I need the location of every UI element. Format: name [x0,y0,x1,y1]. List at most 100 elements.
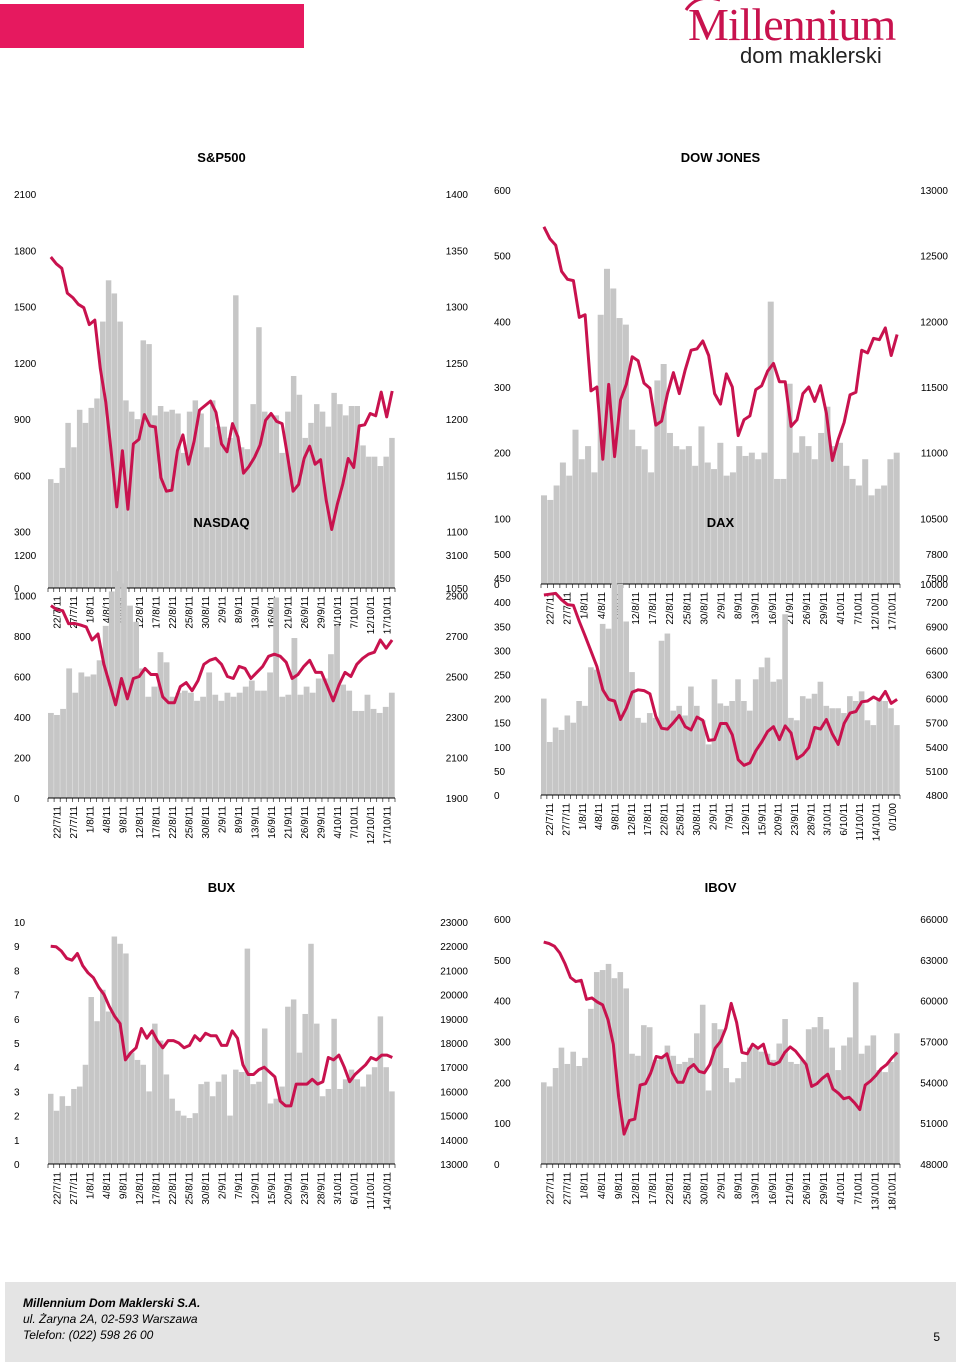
right-tick-label: 20000 [440,991,468,1002]
left-tick-label: 600 [14,673,31,684]
x-tick-label: 9/8/11 [118,806,129,833]
x-tick-label: 17/8/11 [151,1172,162,1205]
bar [876,698,883,795]
chart-title: IBOV [705,880,737,895]
x-tick-label: 26/9/11 [300,596,311,629]
chart-title: S&P500 [197,150,245,165]
bar [157,1040,164,1164]
x-tick-label: 22/7/11 [52,596,63,629]
dowjones-chart: DOW JONES 0 100 200 300 400 500 600 10000 10500 11… [480,150,960,644]
bar [559,462,566,584]
left-tick-label: 300 [494,646,511,657]
bar [198,1084,204,1164]
bar [843,465,850,584]
bar [699,1004,706,1164]
bar [605,628,612,795]
bar [163,1074,170,1164]
bar [267,1103,274,1164]
left-tick-label: 300 [494,1038,511,1049]
bar [273,597,280,798]
logo-swoosh-icon [684,0,720,11]
bar [334,625,340,798]
bar [670,1055,677,1164]
right-tick-label: 1100 [446,528,468,539]
x-tick-label: 12/8/11 [631,592,642,625]
bar [676,705,682,795]
bar [133,621,140,798]
bar [309,692,316,798]
bar [770,1059,777,1164]
right-tick-label: 2500 [446,673,469,684]
bar [188,692,194,798]
bar [100,321,106,588]
bar [770,681,777,795]
bar [215,426,222,588]
bar [146,344,152,588]
bar [704,462,711,584]
bar [654,380,661,584]
bar [250,1084,256,1164]
bar [354,1079,360,1164]
bar [267,672,273,798]
bar [377,1016,384,1164]
bar [623,988,629,1164]
bar [870,1035,877,1164]
bar [71,447,77,588]
bar [169,696,176,798]
bar [72,692,79,798]
x-tick-label: 16/9/11 [267,596,278,629]
bar [111,293,118,588]
x-tick-label: 22/8/11 [168,806,179,839]
x-tick-label: 30/8/11 [201,596,212,629]
right-tick-label: 15000 [440,1112,468,1123]
bar [788,1061,794,1164]
bar [140,1064,147,1164]
left-tick-label: 100 [494,514,511,525]
footer-phone: Telefon: (022) 598 26 00 [23,1328,154,1342]
x-tick-label: 16/9/11 [768,592,779,625]
bar [837,442,844,584]
chart-title: BUX [208,880,236,895]
x-tick-label: 17/10/11 [383,806,394,845]
bar [823,1029,830,1164]
bar [755,459,762,584]
bar [585,446,592,584]
x-tick-label: 30/8/11 [699,592,710,625]
bar [53,1110,60,1164]
bar [564,1063,571,1164]
left-tick-label: 600 [494,915,511,926]
bar [250,404,256,588]
bar [578,459,585,584]
bar [209,400,216,588]
bar [741,701,747,795]
x-tick-label: 22/8/11 [665,1172,676,1205]
x-tick-label: 27/7/11 [563,592,574,625]
bar [849,478,856,584]
nasdaq-chart: NASDAQ 0 200 400 600 800 1000 1200 1900 2100 2300 2… [0,515,480,858]
right-tick-label: 21000 [440,966,468,977]
bar [230,696,237,798]
left-tick-label: 8 [14,966,20,977]
bar [758,1051,765,1164]
bar [233,295,239,588]
left-tick-label: 500 [494,252,511,263]
bar [319,1096,326,1164]
bar [297,694,304,798]
x-tick-label: 17/8/11 [151,596,162,629]
bar [593,669,600,795]
bar [729,472,736,584]
bar [572,429,579,584]
x-tick-label: 12/10/11 [870,592,881,631]
bar [308,943,314,1164]
bar [321,678,328,798]
left-tick-label: 1500 [14,303,37,314]
left-tick-label: 800 [14,632,31,643]
bar [204,1081,210,1164]
x-tick-label: 4/8/11 [597,1172,608,1199]
x-tick-label: 8/9/11 [234,596,245,623]
bar [847,696,853,795]
bar [564,715,571,795]
bar [303,686,310,798]
x-tick-label: 21/9/11 [284,806,295,839]
bar [273,415,280,588]
